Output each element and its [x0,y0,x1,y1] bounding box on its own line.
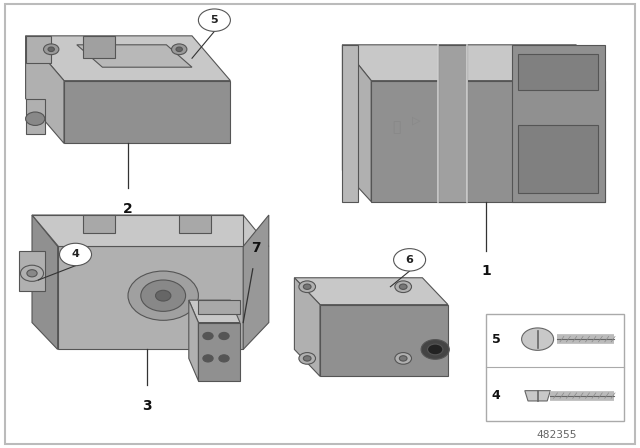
Polygon shape [438,45,467,202]
Circle shape [176,47,182,52]
Polygon shape [512,45,605,202]
Text: 3: 3 [142,399,152,413]
Polygon shape [77,45,192,67]
Polygon shape [26,99,45,134]
Circle shape [156,290,171,301]
Polygon shape [26,36,64,143]
Circle shape [299,281,316,293]
Polygon shape [32,215,243,246]
Circle shape [394,249,426,271]
Circle shape [303,284,311,289]
Text: 1: 1 [481,264,492,278]
Circle shape [399,284,407,289]
Polygon shape [371,81,605,202]
Text: ⬜: ⬜ [392,121,401,135]
Polygon shape [198,300,240,314]
Circle shape [219,355,229,362]
Circle shape [395,281,412,293]
Circle shape [428,344,443,355]
Polygon shape [32,215,58,349]
Circle shape [219,332,229,340]
Circle shape [399,356,407,361]
Polygon shape [518,125,598,193]
Polygon shape [83,36,115,58]
Polygon shape [83,215,115,233]
Text: 4: 4 [72,250,79,259]
Bar [486,314,624,421]
Polygon shape [294,278,448,305]
Circle shape [60,243,92,266]
Polygon shape [342,45,605,81]
Polygon shape [198,323,240,381]
Polygon shape [64,81,230,143]
Text: 482355: 482355 [536,430,577,439]
Text: 2: 2 [123,202,133,215]
Circle shape [203,355,213,362]
Circle shape [27,270,37,277]
Circle shape [198,9,230,31]
Circle shape [172,44,187,55]
Circle shape [48,47,54,52]
Text: 5: 5 [492,332,500,346]
Text: 6: 6 [406,255,413,265]
Circle shape [44,44,59,55]
Circle shape [522,328,554,350]
Circle shape [141,280,186,311]
Circle shape [20,265,44,281]
Polygon shape [243,215,269,349]
Text: 5: 5 [211,15,218,25]
Circle shape [303,356,311,361]
Circle shape [421,340,449,359]
Polygon shape [32,215,269,246]
Text: ▷: ▷ [412,116,420,126]
Polygon shape [294,278,320,376]
Circle shape [26,112,45,125]
Polygon shape [189,300,198,381]
Circle shape [299,353,316,364]
Polygon shape [320,305,448,376]
Polygon shape [525,391,550,401]
Circle shape [395,353,412,364]
Text: 4: 4 [492,389,500,402]
Polygon shape [189,300,240,323]
Circle shape [203,332,213,340]
Polygon shape [342,45,371,202]
Polygon shape [342,45,358,202]
Polygon shape [518,54,598,90]
Text: 7: 7 [251,241,261,255]
Polygon shape [19,251,45,291]
Polygon shape [179,215,211,233]
Polygon shape [58,246,243,349]
Circle shape [128,271,198,320]
Polygon shape [26,36,230,81]
Polygon shape [26,36,51,63]
